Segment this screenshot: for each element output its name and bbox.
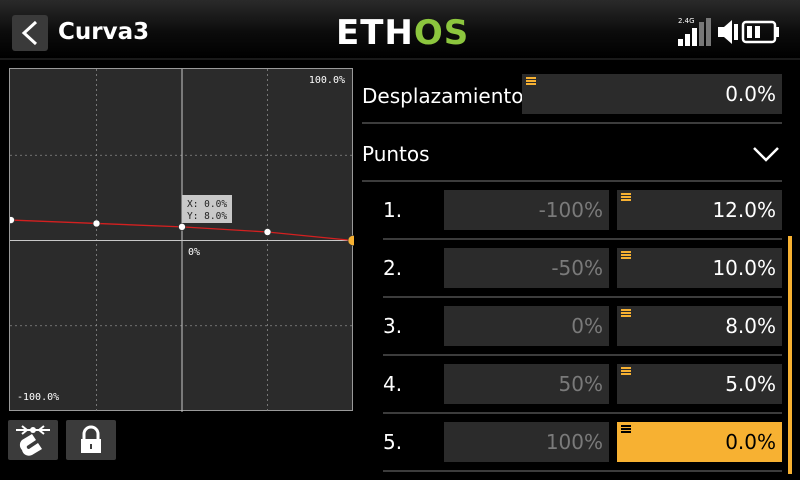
volume-icon <box>718 20 738 44</box>
point-y-field[interactable]: 8.0% <box>617 306 782 346</box>
point-y-field[interactable]: 5.0% <box>617 364 782 404</box>
point-index: 4. <box>383 372 403 396</box>
rf-label: 2.4G <box>678 17 695 25</box>
tooltip-y: Y: 8.0% <box>187 211 227 222</box>
signal-icon <box>678 18 711 46</box>
edit-mark-icon <box>621 309 631 317</box>
point-index: 3. <box>383 314 403 338</box>
magnet-icon <box>16 425 50 456</box>
curve-point <box>10 216 15 224</box>
offset-label: Desplazamiento <box>362 84 524 108</box>
point-x-value: 0% <box>571 314 603 338</box>
edit-mark-icon <box>526 77 536 85</box>
status-icons: 2.4G <box>678 17 779 46</box>
brand-logo-part2: OS <box>413 13 470 53</box>
point-y-value: 10.0% <box>712 256 776 280</box>
graph-center-label: 0% <box>188 247 200 258</box>
curve-chart: X: 0.0% Y: 8.0% 100.0% -100.0% 0% <box>10 69 354 412</box>
curve-point <box>347 235 354 246</box>
divider <box>383 238 782 240</box>
back-button[interactable] <box>12 15 48 51</box>
graph-top-label: 100.0% <box>309 75 345 86</box>
edit-mark-icon <box>621 251 631 259</box>
point-y-value: 0.0% <box>725 430 776 454</box>
point-y-value: 12.0% <box>712 198 776 222</box>
point-x-field: -50% <box>444 248 609 288</box>
edit-mark-icon <box>621 367 631 375</box>
point-y-field[interactable]: 10.0% <box>617 248 782 288</box>
tooltip-bg <box>182 195 232 223</box>
magnet-button[interactable] <box>8 420 58 460</box>
divider <box>383 412 782 414</box>
status-area: 2.4G <box>676 14 791 50</box>
point-index: 5. <box>383 430 403 454</box>
point-x-field: 50% <box>444 364 609 404</box>
scrollbar[interactable] <box>788 236 792 474</box>
point-x-field: 100% <box>444 422 609 462</box>
lock-icon <box>81 425 101 453</box>
point-index: 1. <box>383 198 403 222</box>
brand-logo-part1: ETH <box>336 13 414 53</box>
point-x-field: -100% <box>444 190 609 230</box>
divider <box>383 296 782 298</box>
tooltip-x: X: 0.0% <box>187 199 227 210</box>
chart-tooltip: X: 0.0% Y: 8.0% <box>182 195 232 223</box>
divider <box>383 470 782 472</box>
curve-point <box>178 223 186 231</box>
points-label: Puntos <box>362 142 430 166</box>
chevron-down-icon[interactable] <box>752 144 780 164</box>
offset-value: 0.0% <box>725 82 776 106</box>
divider <box>362 122 782 124</box>
curve-point <box>92 219 101 228</box>
offset-value-field[interactable]: 0.0% <box>522 74 782 114</box>
header-bar: Curva3 ETHOS 2.4G <box>0 0 800 60</box>
chart-grid <box>10 69 354 412</box>
point-y-value: 5.0% <box>725 372 776 396</box>
battery-icon <box>741 20 779 44</box>
brand-logo: ETHOS <box>336 13 469 53</box>
divider <box>383 354 782 356</box>
point-x-value: -50% <box>551 256 603 280</box>
edit-mark-icon <box>621 425 631 433</box>
edit-mark-icon <box>621 193 631 201</box>
page-title: Curva3 <box>58 19 150 45</box>
point-x-value: 100% <box>545 430 603 454</box>
point-y-value: 8.0% <box>725 314 776 338</box>
curve-graph[interactable]: X: 0.0% Y: 8.0% 100.0% -100.0% 0% <box>9 68 354 412</box>
point-index: 2. <box>383 256 403 280</box>
lock-button[interactable] <box>66 420 116 460</box>
point-x-value: 50% <box>558 372 603 396</box>
divider <box>362 180 782 182</box>
curve-point <box>263 228 272 236</box>
point-x-field: 0% <box>444 306 609 346</box>
point-y-field[interactable]: 0.0% <box>617 422 782 462</box>
point-x-value: -100% <box>538 198 603 222</box>
point-y-field[interactable]: 12.0% <box>617 190 782 230</box>
chevron-left-icon <box>21 20 38 46</box>
graph-bottom-label: -100.0% <box>17 392 59 403</box>
